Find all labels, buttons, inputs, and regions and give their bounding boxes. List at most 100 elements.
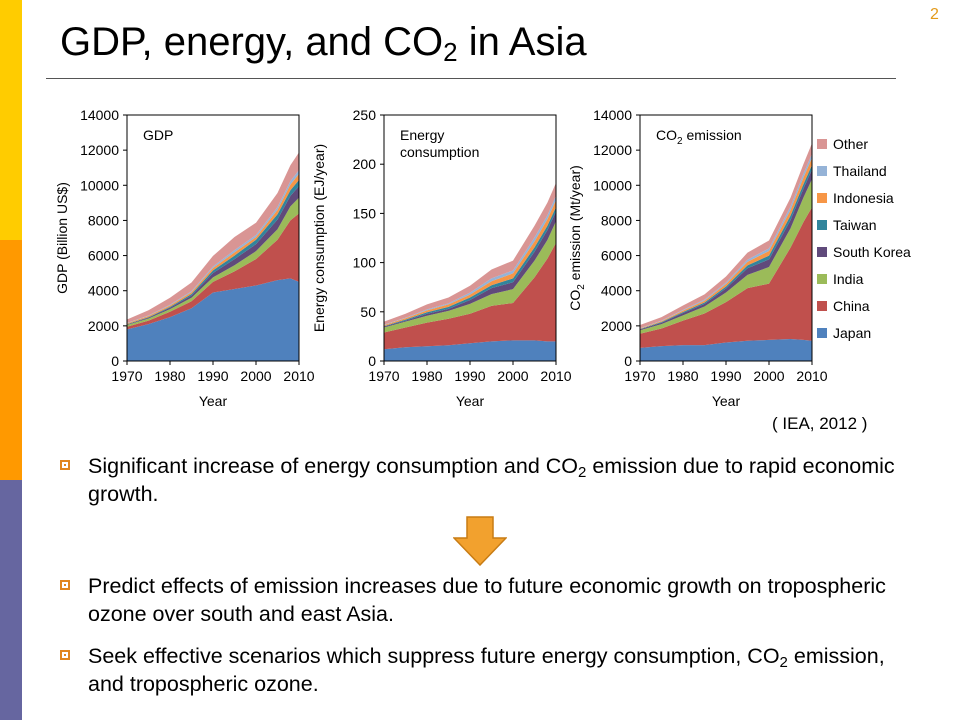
chart-1: 0 2000 4000 6000 8000 10000 12000 14000 1970 1980… <box>54 107 315 409</box>
x-tick-label: 2010 <box>540 368 571 384</box>
legend-label: South Korea <box>833 244 911 260</box>
y-tick-label: 14000 <box>80 107 119 123</box>
y-tick-label: 6000 <box>601 248 632 264</box>
y-tick-label: 8000 <box>88 212 119 228</box>
y-tick-label: 8000 <box>601 212 632 228</box>
x-tick-label: 1970 <box>368 368 399 384</box>
legend-item-indonesia: Indonesia <box>817 190 894 206</box>
legend-item-south-korea: South Korea <box>817 244 911 260</box>
bullet-text-end: emission due to rapid economic growth. <box>88 454 895 506</box>
y-tick-label: 2000 <box>88 318 119 334</box>
y-axis-label: CO2 emission (Mt/year) <box>567 165 587 311</box>
x-tick-label: 2010 <box>283 368 314 384</box>
chart-legend: Other Thailand Indonesia Taiwan South Korea I… <box>817 136 911 341</box>
legend-swatch <box>817 220 827 230</box>
bullet-subscript: 2 <box>779 654 788 671</box>
legend-label: China <box>833 298 870 314</box>
legend-label: India <box>833 271 864 287</box>
chart-title: CO2 emission <box>656 127 742 147</box>
bullet-text-main: Seek effective scenarios which suppress … <box>88 644 780 668</box>
y-tick-label: 10000 <box>593 177 632 193</box>
area-india <box>384 221 556 333</box>
title-divider <box>46 78 896 79</box>
legend-item-other: Other <box>817 136 868 152</box>
legend-label: Japan <box>833 325 871 341</box>
y-tick-label: 250 <box>353 107 377 123</box>
y-tick-label: 14000 <box>593 107 632 123</box>
x-tick-label: 2000 <box>497 368 528 384</box>
bullet-text-main: Significant increase of energy consumpti… <box>88 454 578 478</box>
x-tick-label: 1980 <box>667 368 698 384</box>
y-tick-label: 4000 <box>601 283 632 299</box>
bullet-square-icon <box>60 650 70 660</box>
y-tick-label: 0 <box>111 353 119 369</box>
area-south-korea <box>640 169 812 331</box>
legend-label: Taiwan <box>833 217 877 233</box>
area-china <box>640 207 812 348</box>
source-citation: ( IEA, 2012 ) <box>772 414 868 433</box>
legend-swatch <box>817 166 827 176</box>
area-indonesia <box>384 200 556 327</box>
y-tick-label: 50 <box>360 304 376 320</box>
title-text-end: in Asia <box>457 20 587 64</box>
chart-title: GDP <box>143 127 173 143</box>
side-bar-purple <box>0 480 22 720</box>
title-subscript: 2 <box>443 37 458 67</box>
bullet-square-icon <box>60 460 70 470</box>
area-japan <box>127 278 299 361</box>
area-thailand <box>384 195 556 326</box>
y-tick-label: 12000 <box>80 142 119 158</box>
bullet-square-icon <box>60 580 70 590</box>
bullet-subscript: 2 <box>578 464 587 481</box>
y-tick-label: 6000 <box>88 248 119 264</box>
legend-item-japan: Japan <box>817 325 871 341</box>
area-taiwan <box>384 207 556 327</box>
y-tick-label: 0 <box>368 353 376 369</box>
area-other <box>384 182 556 325</box>
x-tick-label: 1970 <box>624 368 655 384</box>
legend-label: Thailand <box>833 163 887 179</box>
legend-item-thailand: Thailand <box>817 163 887 179</box>
bullet-text: Seek effective scenarios which suppress … <box>88 642 908 698</box>
legend-swatch <box>817 139 827 149</box>
x-axis-label: Year <box>712 393 741 409</box>
legend-item-china: China <box>817 298 870 314</box>
chart-3: 0 2000 4000 6000 8000 10000 12000 14000 1970 1980… <box>567 107 828 409</box>
bullet-text-end: emission, and tropospheric ozone. <box>88 644 885 696</box>
x-tick-label: 1980 <box>154 368 185 384</box>
y-tick-label: 150 <box>353 205 377 221</box>
x-tick-label: 1990 <box>454 368 485 384</box>
slide-title: GDP, energy, and CO2 in Asia <box>60 20 587 65</box>
area-india <box>640 179 812 334</box>
bullet-text: Significant increase of energy consumpti… <box>88 452 908 508</box>
chart-title: Energy consumption <box>400 127 479 160</box>
y-tick-label: 2000 <box>601 318 632 334</box>
y-axis-label: GDP (Billion US$) <box>54 182 70 294</box>
legend-swatch <box>817 247 827 257</box>
chart-2: 0 50 100 150 200 250 1970 1980 1990 2000 2010 Year E… <box>311 107 572 409</box>
legend-swatch <box>817 328 827 338</box>
legend-item-taiwan: Taiwan <box>817 217 877 233</box>
area-japan <box>640 339 812 361</box>
bullet-text-main: Predict effects of emission increases du… <box>88 574 886 626</box>
side-bar-yellow <box>0 0 22 240</box>
x-axis-label: Year <box>456 393 485 409</box>
area-china <box>127 213 299 330</box>
legend-swatch <box>817 193 827 203</box>
y-tick-label: 100 <box>353 255 377 271</box>
x-axis-label: Year <box>199 393 228 409</box>
x-tick-label: 1970 <box>111 368 142 384</box>
y-tick-label: 10000 <box>80 177 119 193</box>
area-japan <box>384 340 556 361</box>
y-tick-label: 4000 <box>88 283 119 299</box>
y-tick-label: 12000 <box>593 142 632 158</box>
legend-item-india: India <box>817 271 864 287</box>
x-tick-label: 1990 <box>710 368 741 384</box>
legend-swatch <box>817 301 827 311</box>
x-tick-label: 1990 <box>197 368 228 384</box>
y-tick-label: 200 <box>353 156 377 172</box>
side-bar-orange <box>0 240 22 480</box>
legend-swatch <box>817 274 827 284</box>
legend-label: Other <box>833 136 868 152</box>
y-tick-label: 0 <box>624 353 632 369</box>
